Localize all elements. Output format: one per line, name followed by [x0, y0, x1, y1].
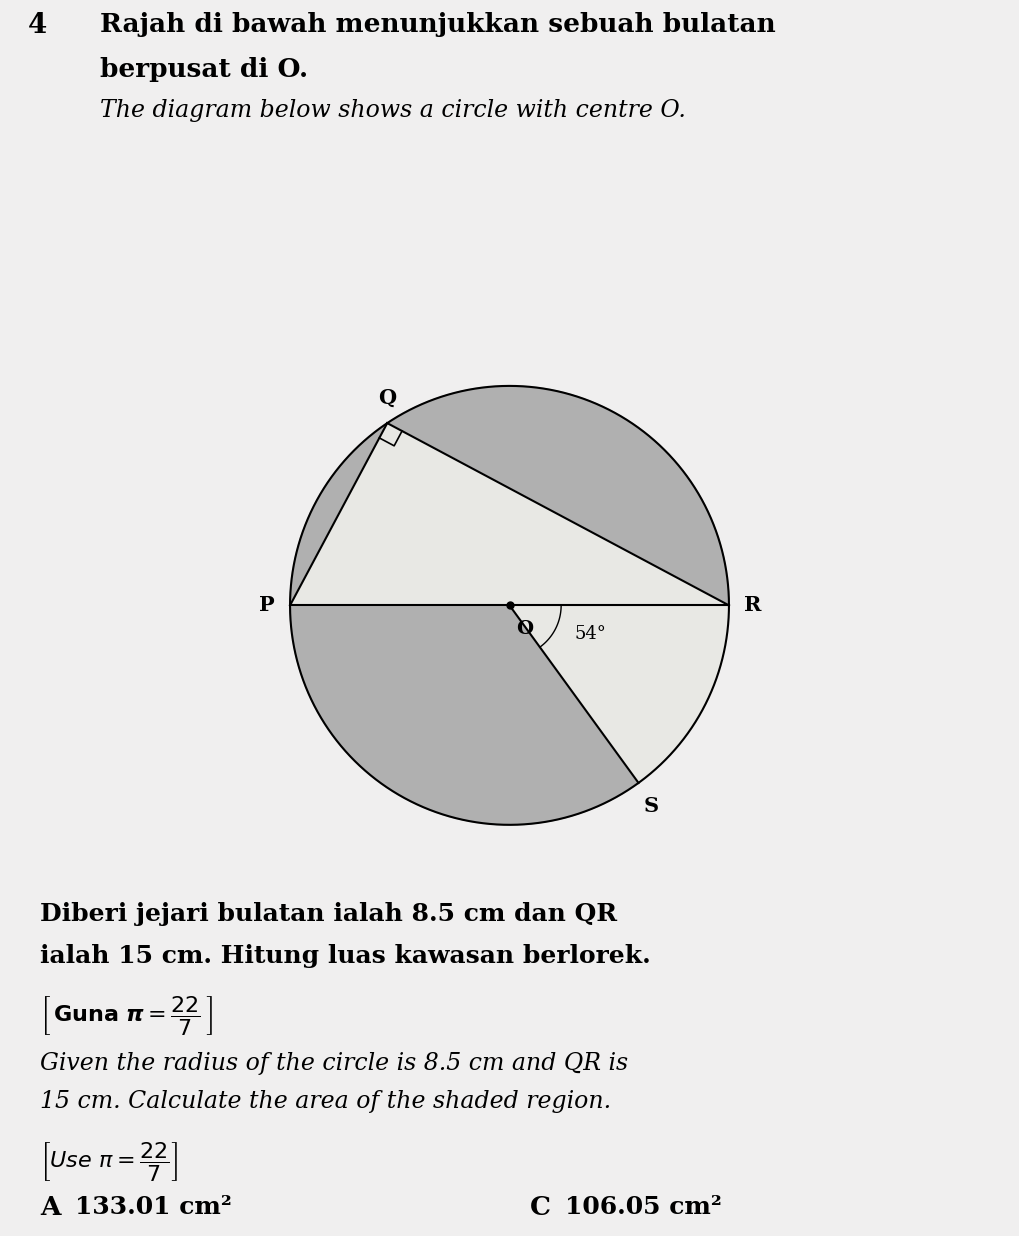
Text: O: O [516, 619, 533, 638]
Text: 4: 4 [28, 12, 47, 40]
Polygon shape [510, 606, 729, 782]
Text: $\left[\mathit{Use}\ \pi = \dfrac{22}{7}\right]$: $\left[\mathit{Use}\ \pi = \dfrac{22}{7}… [40, 1140, 178, 1183]
Polygon shape [290, 423, 387, 606]
Text: 54°: 54° [574, 624, 606, 643]
Text: P: P [259, 596, 274, 616]
Text: Given the radius of the circle is 8.5 cm and QR is: Given the radius of the circle is 8.5 cm… [40, 1052, 628, 1075]
Polygon shape [290, 386, 729, 824]
Text: Q: Q [378, 388, 396, 408]
Text: $\left[\,\mathbf{Guna}\ \boldsymbol{\pi} = \dfrac{22}{7}\,\right]$: $\left[\,\mathbf{Guna}\ \boldsymbol{\pi}… [40, 994, 213, 1037]
Polygon shape [290, 606, 639, 824]
Polygon shape [387, 386, 729, 606]
Text: S: S [644, 796, 658, 816]
Text: 106.05 cm²: 106.05 cm² [565, 1195, 721, 1219]
Text: A: A [40, 1195, 60, 1220]
Text: C: C [530, 1195, 551, 1220]
Text: berpusat di O.: berpusat di O. [100, 57, 308, 82]
Text: Diberi jejari bulatan ialah 8.5 cm dan QR: Diberi jejari bulatan ialah 8.5 cm dan Q… [40, 902, 618, 926]
Polygon shape [290, 423, 729, 606]
Text: R: R [745, 596, 762, 616]
Text: The diagram below shows a circle with centre O.: The diagram below shows a circle with ce… [100, 99, 686, 122]
Text: 15 cm. Calculate the area of the shaded region.: 15 cm. Calculate the area of the shaded … [40, 1090, 611, 1114]
Text: ialah 15 cm. Hitung luas kawasan berlorek.: ialah 15 cm. Hitung luas kawasan berlore… [40, 944, 651, 968]
Text: 133.01 cm²: 133.01 cm² [75, 1195, 231, 1219]
Text: Rajah di bawah menunjukkan sebuah bulatan: Rajah di bawah menunjukkan sebuah bulata… [100, 12, 775, 37]
